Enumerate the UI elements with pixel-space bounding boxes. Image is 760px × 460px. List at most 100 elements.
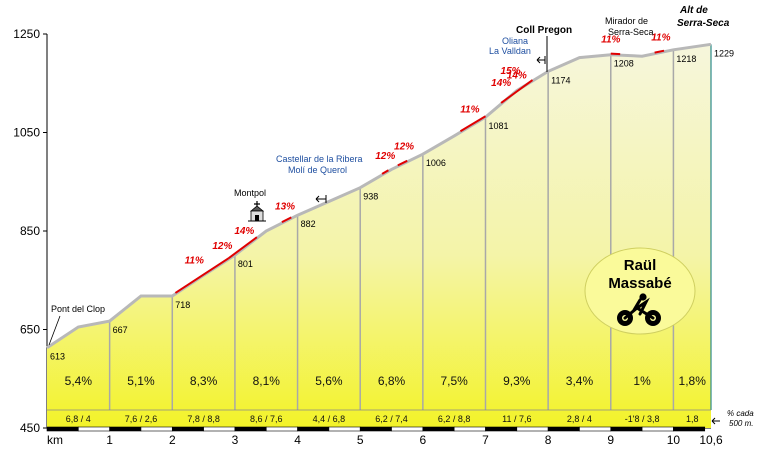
profile-fill (47, 44, 711, 429)
place-oliana: Oliana (502, 36, 528, 46)
ruler-block (203, 426, 236, 432)
pont-del-clop-leader (48, 315, 61, 346)
ruler-block (579, 426, 612, 432)
ruler-block (641, 426, 674, 432)
ruler-block (485, 426, 518, 432)
segment-detail-gradient: 1,8 (686, 414, 699, 424)
x-tick-label: 9 (607, 433, 614, 447)
x-tick-label: 4 (294, 433, 301, 447)
segment-detail-gradient: 7,8 / 8,8 (187, 414, 220, 424)
place-moli-de-querol: Molí de Querol (288, 165, 347, 175)
steep-segment (397, 159, 408, 167)
place-pont-del-clop: Pont del Clop (51, 304, 105, 314)
x-tick-label: 2 (169, 433, 176, 447)
elevation-label: 801 (238, 259, 253, 269)
place-coll-pregon: Coll Pregon (516, 25, 572, 36)
segment-detail-gradient: 6,8 / 4 (66, 414, 91, 424)
elevation-labels: 613 667 718 801 882 938 1006 1081 1174 1208 1218 12… (50, 48, 734, 361)
ruler-block (78, 426, 110, 432)
segment-average-gradient: 9,3% (503, 374, 531, 388)
segment-detail-gradient: 7,6 / 2,6 (125, 414, 158, 424)
y-tick-label: 450 (20, 421, 40, 435)
rider-last-name: Massabé (608, 275, 671, 292)
x-tick-label: 10,6 (699, 433, 723, 447)
segment-average-gradient: 1% (633, 374, 651, 388)
segment-detail-gradient: 8,6 / 7,6 (250, 414, 283, 424)
ruler-block (109, 426, 142, 432)
steep-label: 15% (501, 66, 521, 77)
ruler-block (46, 426, 79, 432)
y-tick-label: 850 (20, 224, 40, 238)
x-tick-label: 8 (545, 433, 552, 447)
place-la-valldan: La Valldan (489, 46, 531, 56)
place-montpol: Montpol (234, 188, 266, 198)
elevation-label: 1229 (714, 48, 734, 58)
y-tick-label: 1050 (13, 126, 40, 140)
ruler-block (328, 426, 361, 432)
x-tick-label: 10 (667, 433, 681, 447)
elevation-label: 718 (175, 300, 190, 310)
segment-gradients: 5,4% 6,8 / 4 5,1% 7,6 / 2,6 8,3% 7,8 / 8,8 8,1… (65, 374, 707, 424)
arrow-left-icon (315, 195, 327, 203)
segment-average-gradient: 5,4% (65, 374, 93, 388)
rider-first-name: Raül (624, 257, 657, 274)
elevation-label: 1208 (614, 59, 634, 69)
segment-average-gradient: 7,5% (440, 374, 468, 388)
place-castellar: Castellar de la Ribera (276, 154, 363, 164)
steep-segment (500, 79, 534, 104)
unit-note-2: 500 m. (729, 419, 753, 428)
place-mirador-1: Mirador de (605, 16, 648, 26)
steep-segment (228, 236, 258, 259)
steep-segment (174, 257, 230, 294)
segment-detail-gradient: 11 / 7,6 (502, 414, 531, 424)
ruler-block (610, 426, 643, 432)
x-tick-label: 6 (420, 433, 427, 447)
ruler-block (297, 426, 330, 432)
segment-average-gradient: 1,8% (679, 374, 707, 388)
segment-detail-gradient: -1'8 / 3,8 (625, 414, 660, 424)
profile-line (46, 42, 712, 349)
steep-markers: 11%12%14%13%12%12%11%14%15%14%11% 11% (174, 32, 671, 294)
elevation-label: 1006 (426, 158, 446, 168)
profile-line-layer (46, 42, 712, 349)
segment-average-gradient: 5,1% (127, 374, 155, 388)
x-tick-label: 3 (232, 433, 239, 447)
rider-badge: Raül Massabé (584, 247, 696, 335)
y-tick-label: 650 (20, 323, 40, 337)
elevation-label: 1081 (488, 121, 508, 131)
elevation-label: 613 (50, 352, 65, 362)
summit-title-1: Alt de (679, 5, 708, 16)
x-axis-label: km (47, 433, 63, 447)
steep-label: 14% (507, 71, 527, 82)
segment-average-gradient: 8,3% (190, 374, 218, 388)
ruler-block (391, 426, 424, 432)
steep-segment (281, 216, 292, 224)
arrow-left-icon-2 (536, 56, 546, 64)
steep-label: 11% (460, 105, 479, 116)
unit-note-1: % cada (727, 409, 754, 418)
steep-label: 12% (212, 241, 232, 252)
y-tick-label: 1250 (13, 27, 40, 41)
profile-area (47, 44, 711, 429)
ruler-block (422, 426, 455, 432)
km-gridlines (47, 44, 712, 411)
steep-label: 14% (234, 226, 254, 237)
steep-label: 14% (491, 78, 511, 89)
segment-detail-gradient: 6,2 / 7,4 (375, 414, 408, 424)
segment-detail-gradient: 2,8 / 4 (567, 414, 592, 424)
x-tick-label: 7 (482, 433, 489, 447)
elevation-label: 938 (363, 192, 378, 202)
steep-segment (459, 115, 487, 133)
elevation-label: 1174 (551, 75, 570, 85)
elevation-label: 667 (113, 325, 128, 335)
x-tick-label: 5 (357, 433, 364, 447)
segment-detail-gradient: 4,4 / 6,8 (313, 414, 346, 424)
x-axis-ruler: km 1 2 3 4 5 6 7 8 9 10 10,6 (46, 426, 723, 447)
steep-label: 12% (394, 141, 414, 152)
ruler-block (547, 426, 580, 432)
ruler-block (673, 426, 706, 432)
church-icon (248, 201, 266, 222)
ruler-block (265, 426, 298, 432)
ruler-block (359, 426, 392, 432)
